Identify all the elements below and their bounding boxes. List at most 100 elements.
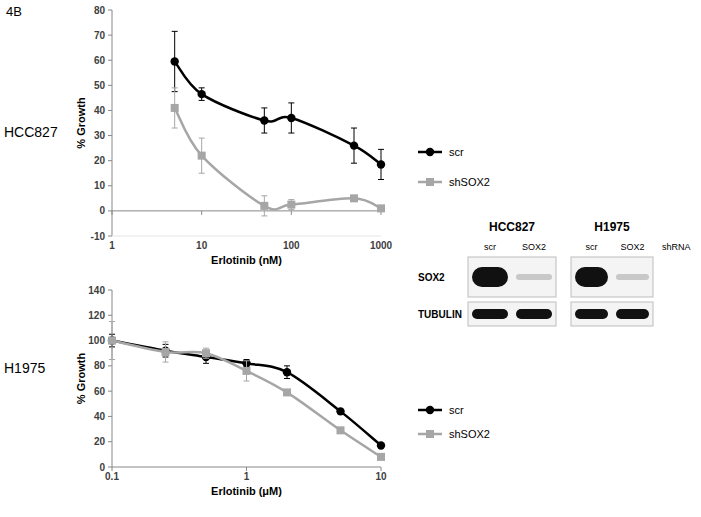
x-tick-label: 10	[375, 471, 387, 482]
x-tick	[201, 211, 202, 215]
y-tick-label: 40	[94, 105, 106, 116]
y-tick-label: 60	[94, 386, 106, 397]
chart-title: H1975	[4, 360, 45, 376]
y-tick	[108, 391, 112, 392]
error-bar	[288, 200, 294, 210]
y-tick	[108, 315, 112, 316]
legend: scr shSOX2	[418, 146, 490, 188]
y-tick	[108, 85, 112, 86]
x-axis-title: Erlotinib (μM)	[211, 485, 282, 497]
error-bar	[261, 196, 267, 216]
y-tick-label: 70	[94, 30, 106, 41]
data-point	[243, 367, 251, 375]
y-tick-label: 50	[94, 80, 106, 91]
data-point	[162, 348, 170, 356]
legend-label: shSOX2	[449, 428, 490, 440]
x-axis-title: Erlotinib (nM)	[211, 254, 282, 266]
series-line	[175, 61, 381, 164]
legend-label: scr	[449, 146, 464, 158]
x-tick-label: 1	[244, 471, 250, 482]
x-tick-label: 1	[109, 240, 115, 251]
legend-marker	[426, 178, 434, 186]
y-tick-label: 40	[94, 411, 106, 422]
blot-membrane	[571, 302, 653, 326]
chart-title: HCC827	[4, 124, 58, 140]
x-tick	[291, 211, 292, 215]
y-tick	[108, 441, 112, 442]
blot-lane-label: scr	[586, 242, 598, 252]
y-tick	[108, 160, 112, 161]
blot-cell-line: H1975	[594, 220, 630, 234]
data-point	[170, 57, 178, 65]
data-point	[337, 426, 345, 434]
data-point	[377, 204, 385, 212]
y-tick-label: 80	[94, 5, 106, 16]
data-point	[198, 152, 206, 160]
plot-data	[108, 322, 385, 461]
y-axis-title: % Growth	[75, 97, 87, 149]
plot-bottom-edge	[112, 236, 381, 237]
x-tick-label: 100	[283, 240, 300, 251]
y-axis	[112, 290, 113, 467]
blot-band	[616, 309, 649, 319]
y-tick	[108, 210, 112, 211]
data-point	[260, 116, 268, 124]
data-point	[108, 337, 116, 345]
y-tick-label: 100	[88, 335, 105, 346]
blot-band	[516, 309, 552, 319]
y-tick	[108, 467, 112, 468]
y-tick-label: 60	[94, 55, 106, 66]
data-point	[377, 453, 385, 461]
y-tick	[108, 365, 112, 366]
blot-membrane	[571, 257, 653, 297]
data-point	[377, 160, 385, 168]
error-bar	[199, 138, 205, 173]
blot-band	[516, 274, 552, 280]
blot-band	[472, 267, 508, 287]
legend-label: shSOX2	[449, 176, 490, 188]
data-point	[283, 388, 291, 396]
blot-lane-label: SOX2	[620, 242, 644, 252]
data-point	[350, 194, 358, 202]
blot-band	[575, 309, 608, 319]
y-tick-label: -10	[91, 231, 106, 242]
legend-marker	[426, 148, 434, 156]
data-point	[202, 349, 210, 357]
y-tick-label: 30	[94, 130, 106, 141]
blot-membrane	[468, 302, 556, 326]
y-tick-label: 0	[99, 205, 105, 216]
data-point	[171, 104, 179, 112]
data-point	[287, 114, 295, 122]
data-point	[108, 336, 116, 344]
y-axis	[112, 10, 113, 236]
legend-label: scr	[449, 404, 464, 416]
y-tick	[108, 110, 112, 111]
y-tick	[108, 185, 112, 186]
error-bar	[109, 322, 115, 360]
chart: H19750204060801001201400.1110Erlotinib (…	[4, 285, 490, 498]
x-tick-label: 0.1	[105, 471, 119, 482]
y-axis-title: % Growth	[75, 353, 87, 405]
y-tick-label: 20	[94, 155, 106, 166]
y-tick	[108, 135, 112, 136]
series-line	[112, 341, 381, 457]
y-tick-label: 10	[94, 180, 106, 191]
y-tick	[108, 60, 112, 61]
y-tick-label: 20	[94, 436, 106, 447]
y-tick-label: 80	[94, 360, 106, 371]
plot-data	[170, 31, 385, 216]
y-tick-label: 140	[88, 285, 105, 296]
blot-membrane	[468, 257, 556, 297]
background	[0, 0, 701, 517]
y-tick	[108, 10, 112, 11]
chart: HCC827-10010203040506070801101001000Erlo…	[4, 5, 490, 267]
data-point	[260, 202, 268, 210]
y-tick-label: 120	[88, 310, 105, 321]
series-line	[175, 108, 381, 210]
data-point	[197, 90, 205, 98]
blot-band	[616, 274, 649, 280]
error-bar	[163, 342, 169, 362]
blot-band	[575, 267, 608, 287]
blot-row-label: TUBULIN	[418, 309, 462, 320]
blot-cell-line: HCC827	[489, 220, 535, 234]
